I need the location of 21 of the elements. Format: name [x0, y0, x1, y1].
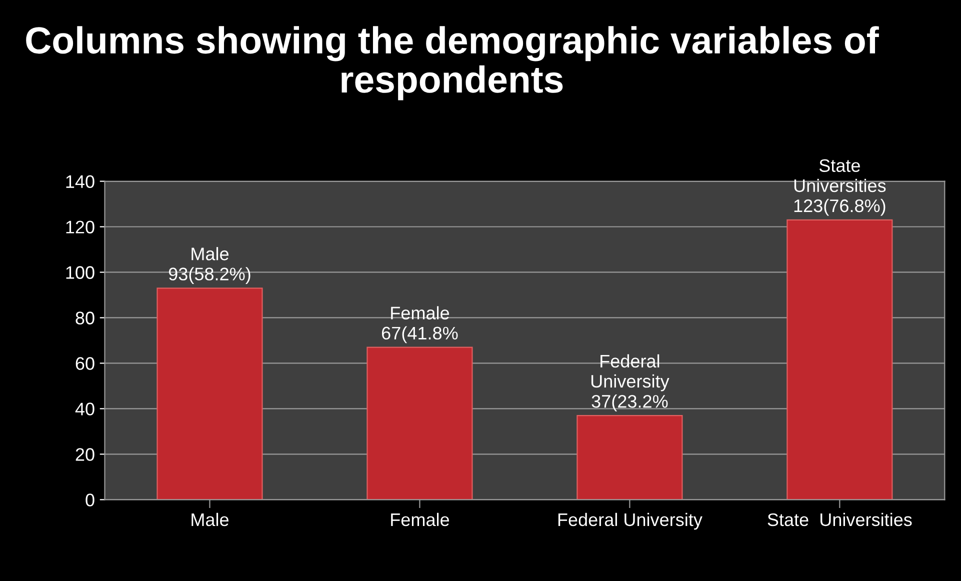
bar	[156, 288, 263, 500]
chart-title: Columns showing the demographic variables of respondents	[26, 26, 879, 100]
y-tick-label: 20	[76, 448, 94, 461]
data-label: Federal University 37(23.2%	[591, 354, 670, 412]
x-tick-label: Female	[391, 512, 450, 526]
bar	[786, 219, 893, 500]
bar	[366, 346, 473, 500]
y-tick-label: 100	[66, 266, 94, 279]
data-label: State Universities 123(76.8%)	[794, 159, 886, 216]
y-tick-label: 120	[66, 220, 94, 234]
bar	[576, 414, 683, 500]
y-tick-label: 0	[86, 494, 94, 506]
y-tick-label: 60	[76, 357, 94, 370]
y-tick-label: 140	[66, 175, 94, 188]
data-label: Male 93(58.2%)	[168, 247, 250, 284]
x-tick-label: Male	[192, 512, 229, 526]
y-tick-label: 80	[76, 312, 94, 324]
x-tick-label: State Universities	[768, 512, 912, 526]
data-label: Female 67(41.8%	[382, 306, 458, 344]
y-tick-label: 40	[75, 402, 94, 416]
x-tick-label: Federal University	[558, 512, 702, 530]
